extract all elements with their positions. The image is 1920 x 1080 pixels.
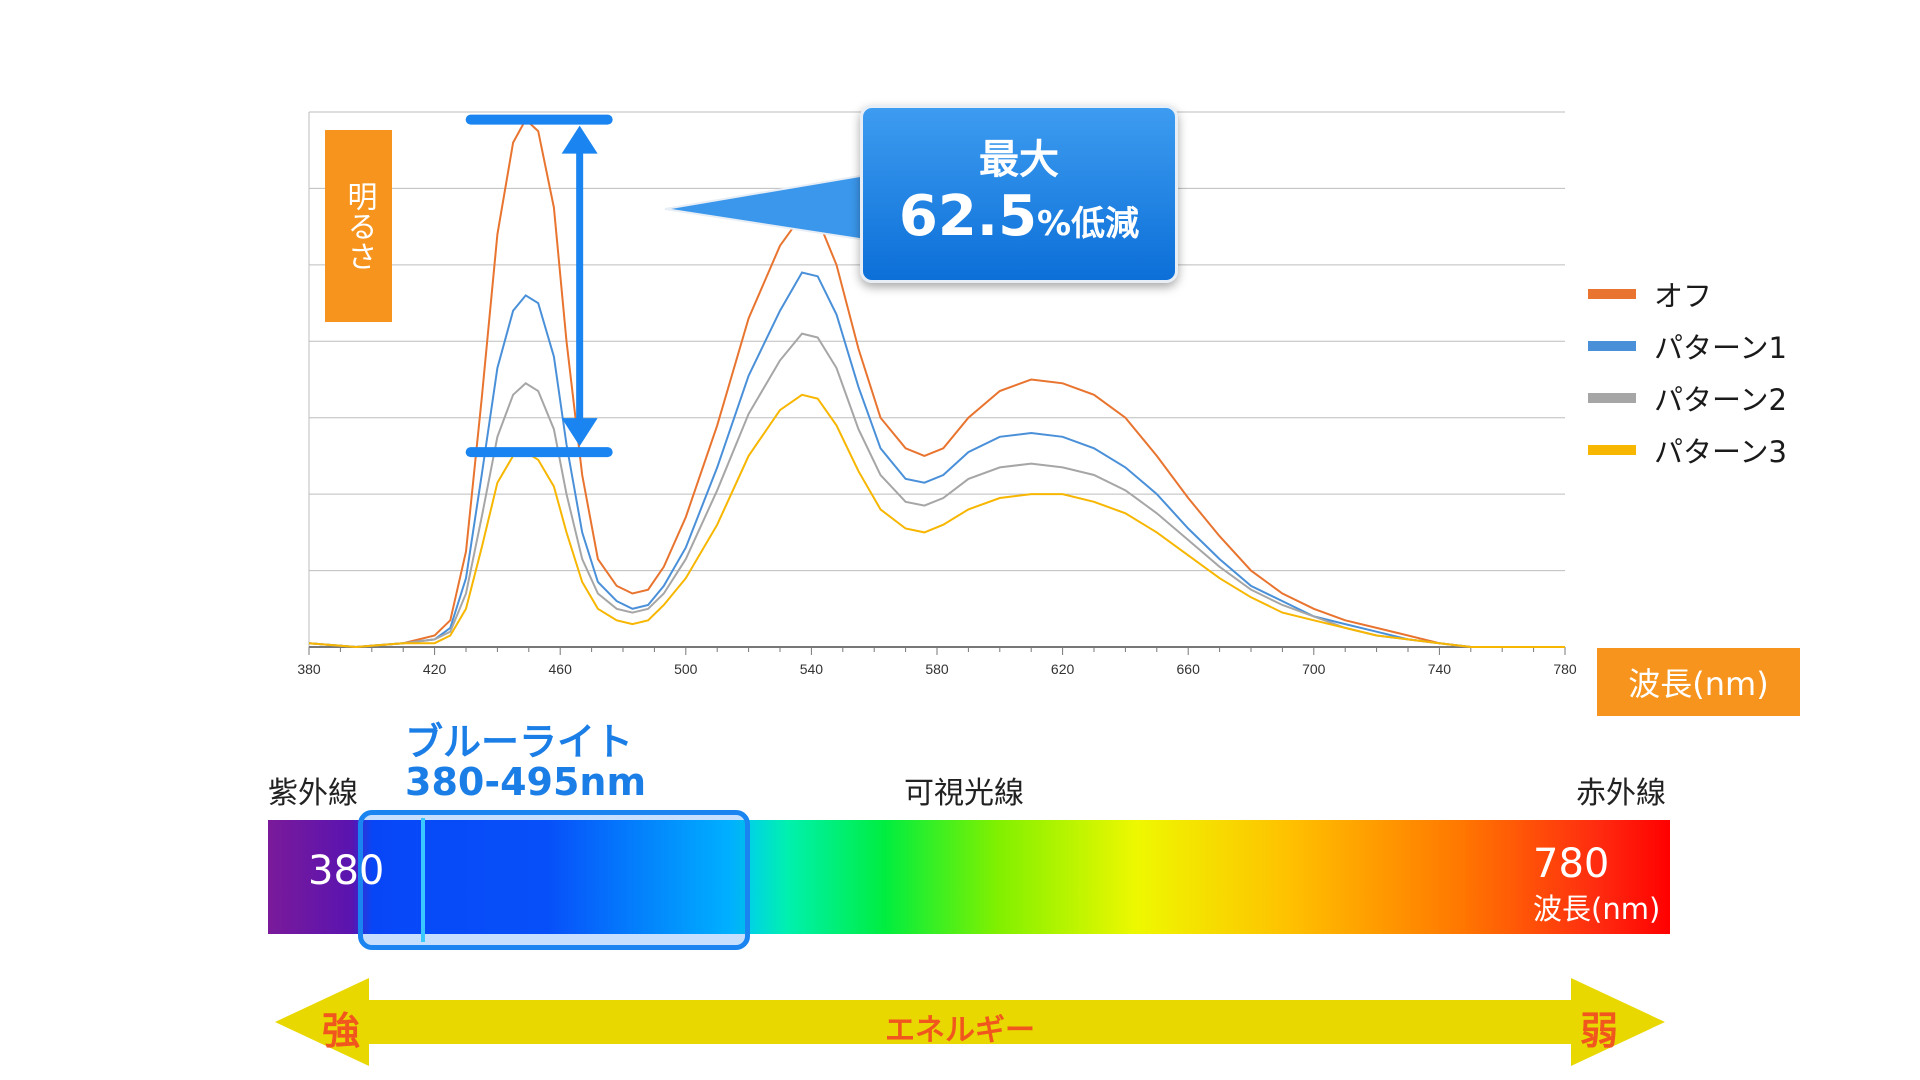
- x-tick-label: 740: [1428, 661, 1452, 677]
- spectrum-unit: 波長(nm): [1533, 892, 1661, 926]
- series-line-4: [308, 393, 1565, 649]
- x-tick-label: 420: [423, 661, 447, 677]
- x-tick-label: 780: [1553, 661, 1577, 677]
- callout-title: 最大: [979, 137, 1059, 183]
- energy-arrow-shape: [275, 978, 1665, 1066]
- spectrum-bar: [268, 820, 1670, 934]
- blue-light-heading: ブルーライト 380-495nm: [405, 722, 646, 802]
- blue-light-title: ブルーライト: [405, 720, 634, 764]
- series-line-3: [308, 332, 1565, 649]
- reduction-arrow-head-up: [561, 125, 598, 154]
- spectrum-start-value: 380: [308, 848, 385, 894]
- callout-number: 62.5: [898, 184, 1038, 249]
- x-axis-label: 波長(nm): [1597, 648, 1800, 716]
- legend-label: パターン3: [1654, 435, 1788, 469]
- series-line-2: [308, 271, 1565, 649]
- spectrum-end-value: 780: [1533, 841, 1610, 887]
- x-tick-label: 580: [925, 661, 949, 677]
- blue-light-highlight: [358, 810, 750, 950]
- x-tick-label: 540: [800, 661, 824, 677]
- x-tick-label: 660: [1177, 661, 1201, 677]
- visible-light-label: 可視光線: [904, 776, 1024, 811]
- legend-label: パターン1: [1654, 331, 1788, 365]
- reduction-arrow-head-down: [561, 418, 598, 447]
- reduction-callout: 最大 62.5%低減: [860, 105, 1178, 283]
- x-tick-label: 380: [297, 661, 321, 677]
- legend-item-off: オフ: [1588, 268, 1787, 320]
- legend-swatch: [1588, 341, 1636, 351]
- x-tick-label: 500: [674, 661, 698, 677]
- blue-light-range: 380-495nm: [405, 760, 647, 804]
- energy-strong-label: 強: [322, 1009, 361, 1053]
- x-tick-label: 700: [1302, 661, 1326, 677]
- uv-label: 紫外線: [268, 776, 358, 811]
- legend-swatch: [1588, 393, 1636, 403]
- legend-swatch: [1588, 289, 1636, 299]
- series-line-1: [308, 117, 1565, 649]
- legend-item-pattern1: パターン1: [1588, 320, 1787, 372]
- legend-swatch: [1588, 445, 1636, 455]
- infrared-label: 赤外線: [1576, 776, 1666, 811]
- legend-label: オフ: [1654, 279, 1713, 313]
- energy-label: エネルギー: [885, 1013, 1035, 1048]
- x-tick-label: 620: [1051, 661, 1075, 677]
- chart-legend: オフ パターン1 パターン2 パターン3: [1588, 268, 1787, 476]
- energy-arrow: [275, 978, 1665, 1066]
- callout-value-line: 62.5%低減: [863, 188, 1175, 259]
- highlight-divider: [421, 818, 425, 942]
- legend-item-pattern2: パターン2: [1588, 372, 1787, 424]
- callout-pointer: [664, 173, 867, 242]
- x-tick-label: 460: [549, 661, 573, 677]
- callout-suffix: %低減: [1037, 204, 1140, 244]
- legend-item-pattern3: パターン3: [1588, 424, 1787, 476]
- y-axis-label: 明るさ: [325, 130, 392, 322]
- energy-weak-label: 弱: [1580, 1009, 1619, 1053]
- legend-label: パターン2: [1654, 383, 1788, 417]
